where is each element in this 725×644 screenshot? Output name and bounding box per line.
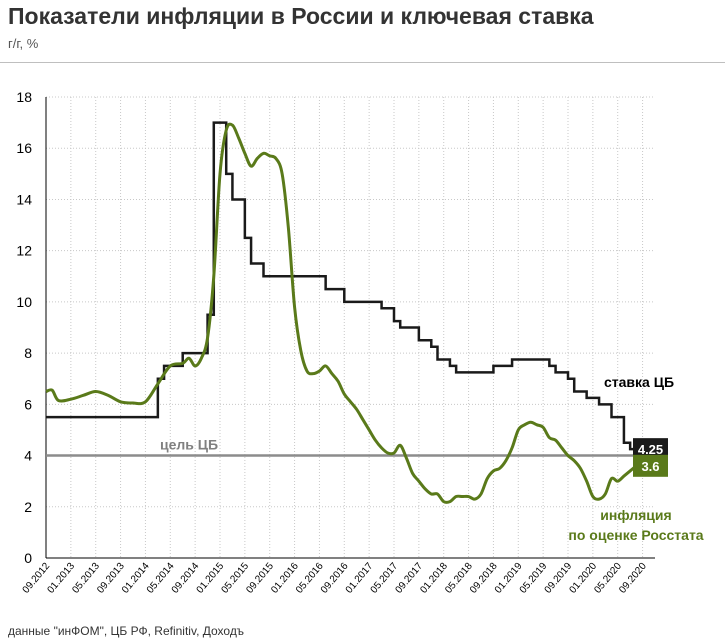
series-group [45, 121, 643, 504]
y-tick-label: 4 [24, 448, 32, 464]
series-label-key-rate: ставка ЦБ [604, 374, 674, 390]
chart-subtitle: г/г, % [8, 36, 39, 51]
y-tick-label: 10 [16, 294, 32, 310]
series-labels: ставка ЦБ инфляция по оценке Росстата 4.25 3… [568, 374, 703, 543]
y-tick-label: 8 [24, 345, 32, 361]
y-axis: 0 2 4 6 8 10 12 14 16 18 [16, 89, 47, 566]
end-value-inflation: 3.6 [641, 459, 659, 474]
y-tick-label: 6 [24, 396, 32, 412]
x-axis: 09.201201.201305.201309.201301.201405.20… [21, 557, 655, 596]
end-value-key-rate: 4.25 [638, 442, 663, 457]
target-line-group: цель ЦБ [46, 437, 655, 457]
grid [45, 96, 655, 558]
header-divider [0, 62, 725, 63]
y-tick-label: 2 [24, 499, 32, 515]
y-tick-label: 12 [16, 243, 32, 259]
series-line-inflation [45, 122, 638, 504]
end-value-inflation-box [633, 454, 668, 477]
target-label: цель ЦБ [160, 437, 218, 453]
y-tick-label: 16 [16, 140, 32, 156]
y-tick-label: 18 [16, 89, 32, 105]
data-source-note: данные "инФОМ", ЦБ РФ, Refinitiv, Доходъ [8, 624, 245, 638]
series-label-inflation: инфляция по оценке Росстата [568, 507, 703, 543]
y-tick-label: 14 [16, 191, 32, 207]
chart-title: Показатели инфляции в России и ключевая … [8, 3, 594, 29]
end-value-key-rate-box [633, 438, 668, 461]
series-line-key-rate [46, 121, 643, 451]
x-tick-label: 09.2020 [617, 561, 649, 596]
series-label-inflation-line: по оценке Росстата [568, 527, 703, 543]
series-label-inflation-line: инфляция [600, 507, 671, 523]
y-tick-label: 0 [24, 550, 32, 566]
